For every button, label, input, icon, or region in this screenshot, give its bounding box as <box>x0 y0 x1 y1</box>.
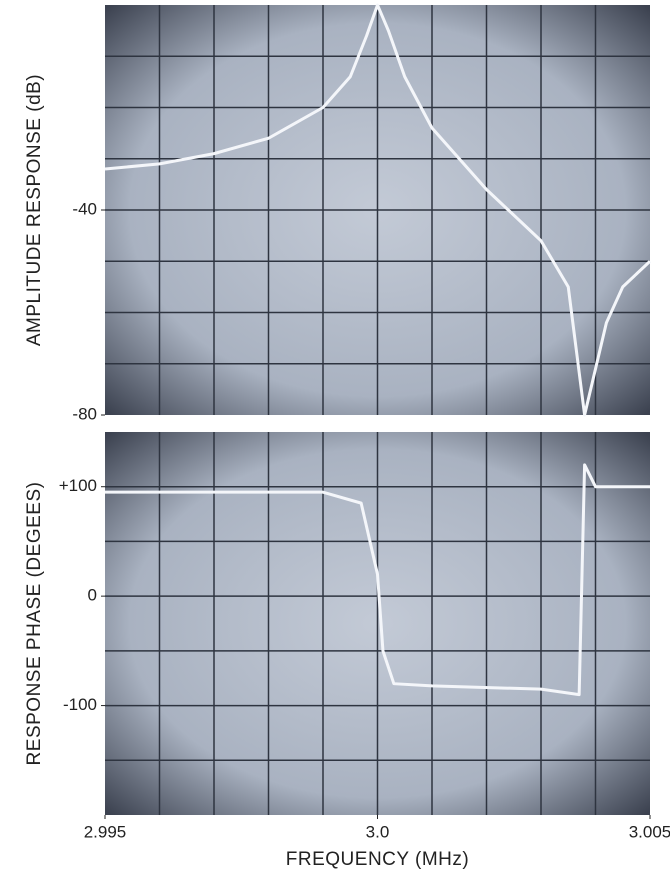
x-tick-label: 2.995 <box>84 822 127 841</box>
y-tick-label: -40 <box>72 199 97 218</box>
x-tick-label: 3.005 <box>629 822 670 841</box>
y-tick-label: -80 <box>72 404 97 423</box>
trace <box>105 463 650 697</box>
trace <box>104 3 652 417</box>
y-tick-label: 0 <box>88 586 97 605</box>
y-axis-label: AMPLITUDE RESPONSE (dB) <box>24 74 45 346</box>
x-axis-label: FREQUENCY (MHz) <box>286 849 469 870</box>
y-tick-label: -100 <box>63 695 97 714</box>
x-tick-label: 3.0 <box>366 822 390 841</box>
y-tick-label: +100 <box>59 476 97 495</box>
y-axis-label: RESPONSE PHASE (DEGEES) <box>24 482 45 766</box>
